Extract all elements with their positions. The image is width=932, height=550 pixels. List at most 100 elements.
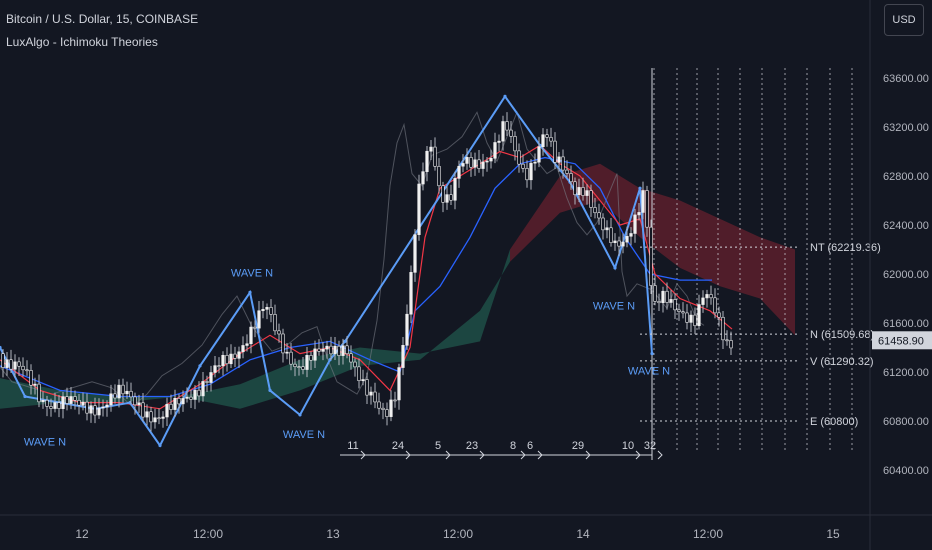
last-price-marker <box>872 331 932 350</box>
candle <box>165 397 169 427</box>
indicator-name[interactable]: LuxAlgo - Ichimoku Theories <box>6 35 158 49</box>
candle <box>597 203 601 225</box>
candle <box>697 294 701 330</box>
candle <box>233 346 237 367</box>
price-tick: 60800.00 <box>883 416 929 428</box>
candle <box>577 178 581 202</box>
candle <box>85 393 89 421</box>
time-tick: 14 <box>576 527 590 541</box>
candle <box>341 338 345 365</box>
candle <box>633 208 637 243</box>
candle <box>93 397 97 424</box>
candle <box>17 357 21 376</box>
wave-label: WAVE N <box>24 437 66 449</box>
candle <box>505 112 509 136</box>
candle <box>377 392 381 415</box>
candle <box>13 354 17 378</box>
candle <box>673 293 677 320</box>
candle <box>357 358 361 389</box>
candle <box>361 369 365 386</box>
candle <box>681 302 685 319</box>
candle <box>289 342 293 371</box>
indicator-lines <box>0 94 733 448</box>
candle <box>473 152 477 176</box>
level-label: V (61290.32) <box>810 356 874 368</box>
candle <box>253 320 257 338</box>
candle <box>441 181 445 213</box>
price-tick: 62000.00 <box>883 269 929 281</box>
candle <box>509 121 513 143</box>
candle <box>457 160 461 188</box>
count-label: 6 <box>527 440 533 452</box>
price-tick: 61200.00 <box>883 367 929 379</box>
candle <box>221 351 225 376</box>
time-tick: 12:00 <box>443 527 473 541</box>
candle <box>281 328 285 363</box>
bar-count-labels: 11 24 5 23 8 6 29 10 32 <box>340 440 663 460</box>
candle <box>157 408 161 425</box>
count-arrow <box>657 450 663 460</box>
candle <box>153 408 157 429</box>
candle <box>525 160 529 188</box>
level-label: NT (62219.36) <box>810 242 881 254</box>
candle <box>149 406 153 432</box>
currency-button[interactable]: USD <box>884 4 924 36</box>
candle <box>213 355 217 378</box>
candle <box>1 349 5 378</box>
candle <box>337 340 341 366</box>
candle <box>693 307 697 335</box>
candle <box>257 301 261 333</box>
candle <box>485 157 489 172</box>
candle <box>109 384 113 412</box>
candle <box>301 356 305 375</box>
candle <box>657 293 661 311</box>
candle <box>713 288 717 319</box>
candle <box>609 217 613 247</box>
count-arrow <box>635 450 641 460</box>
candle <box>297 359 301 376</box>
wave-label: WAVE N <box>283 429 325 441</box>
count-arrow <box>360 450 366 460</box>
candle <box>665 282 669 310</box>
price-tick: 62800.00 <box>883 171 929 183</box>
candle <box>97 398 101 419</box>
wave-pivot <box>613 266 617 270</box>
candle <box>389 390 393 422</box>
candle <box>53 392 57 413</box>
candle <box>401 336 405 376</box>
candle <box>409 265 413 324</box>
count-label: 32 <box>644 440 656 452</box>
candle <box>201 372 205 402</box>
candle <box>565 160 569 178</box>
candle <box>617 236 621 256</box>
chikou-line <box>0 110 705 407</box>
candle <box>585 184 589 205</box>
candle <box>529 159 533 190</box>
candle <box>5 352 9 376</box>
candle <box>313 340 317 369</box>
candle <box>41 391 45 409</box>
candle <box>113 384 117 404</box>
candle <box>57 394 61 418</box>
wave-pivot <box>343 339 347 343</box>
candle <box>581 177 585 201</box>
candle <box>461 154 465 173</box>
candle <box>285 342 289 360</box>
candle <box>589 184 593 217</box>
candle <box>725 330 729 346</box>
time-tick: 15 <box>826 527 840 541</box>
count-label: 10 <box>622 440 634 452</box>
candle <box>661 286 665 313</box>
candle <box>521 154 525 173</box>
candle <box>517 143 521 173</box>
candle <box>73 390 77 410</box>
candle <box>249 321 253 354</box>
wave-pivot <box>248 290 252 294</box>
candle <box>229 344 233 369</box>
time-tick: 12 <box>75 527 89 541</box>
candle <box>709 285 713 305</box>
candle <box>445 186 449 210</box>
candle <box>677 303 681 321</box>
